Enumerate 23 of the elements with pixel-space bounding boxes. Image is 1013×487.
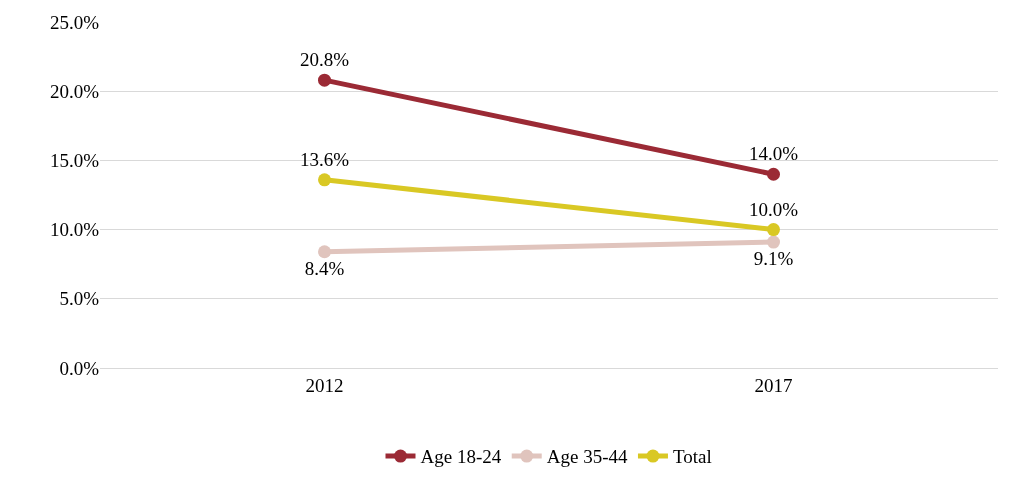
y-tick-label: 0.0%: [59, 357, 100, 379]
point: [318, 73, 331, 87]
data-label: 13.6%: [299, 148, 350, 170]
point: [318, 245, 331, 259]
legend-label: Age 35-44: [546, 446, 628, 468]
y-tick-label: 10.0%: [49, 219, 100, 241]
legend-label: Total: [672, 446, 712, 468]
point: [767, 223, 780, 237]
point: [767, 235, 780, 249]
point: [767, 167, 780, 181]
x-tick-label: 2012: [305, 374, 344, 396]
legend-label: Age 18-24: [420, 446, 502, 468]
data-label: 9.1%: [753, 248, 794, 270]
data-label: 20.8%: [299, 49, 350, 71]
point: [318, 173, 331, 187]
y-tick-label: 15.0%: [49, 150, 100, 172]
data-label: 10.0%: [748, 198, 799, 220]
y-tick-label: 20.0%: [49, 80, 100, 102]
y-tick-label: 5.0%: [59, 288, 100, 310]
data-label: 8.4%: [304, 258, 345, 280]
y-tick-label: 25.0%: [49, 11, 100, 33]
data-label: 14.0%: [748, 143, 799, 165]
x-tick-label: 2017: [754, 374, 793, 396]
